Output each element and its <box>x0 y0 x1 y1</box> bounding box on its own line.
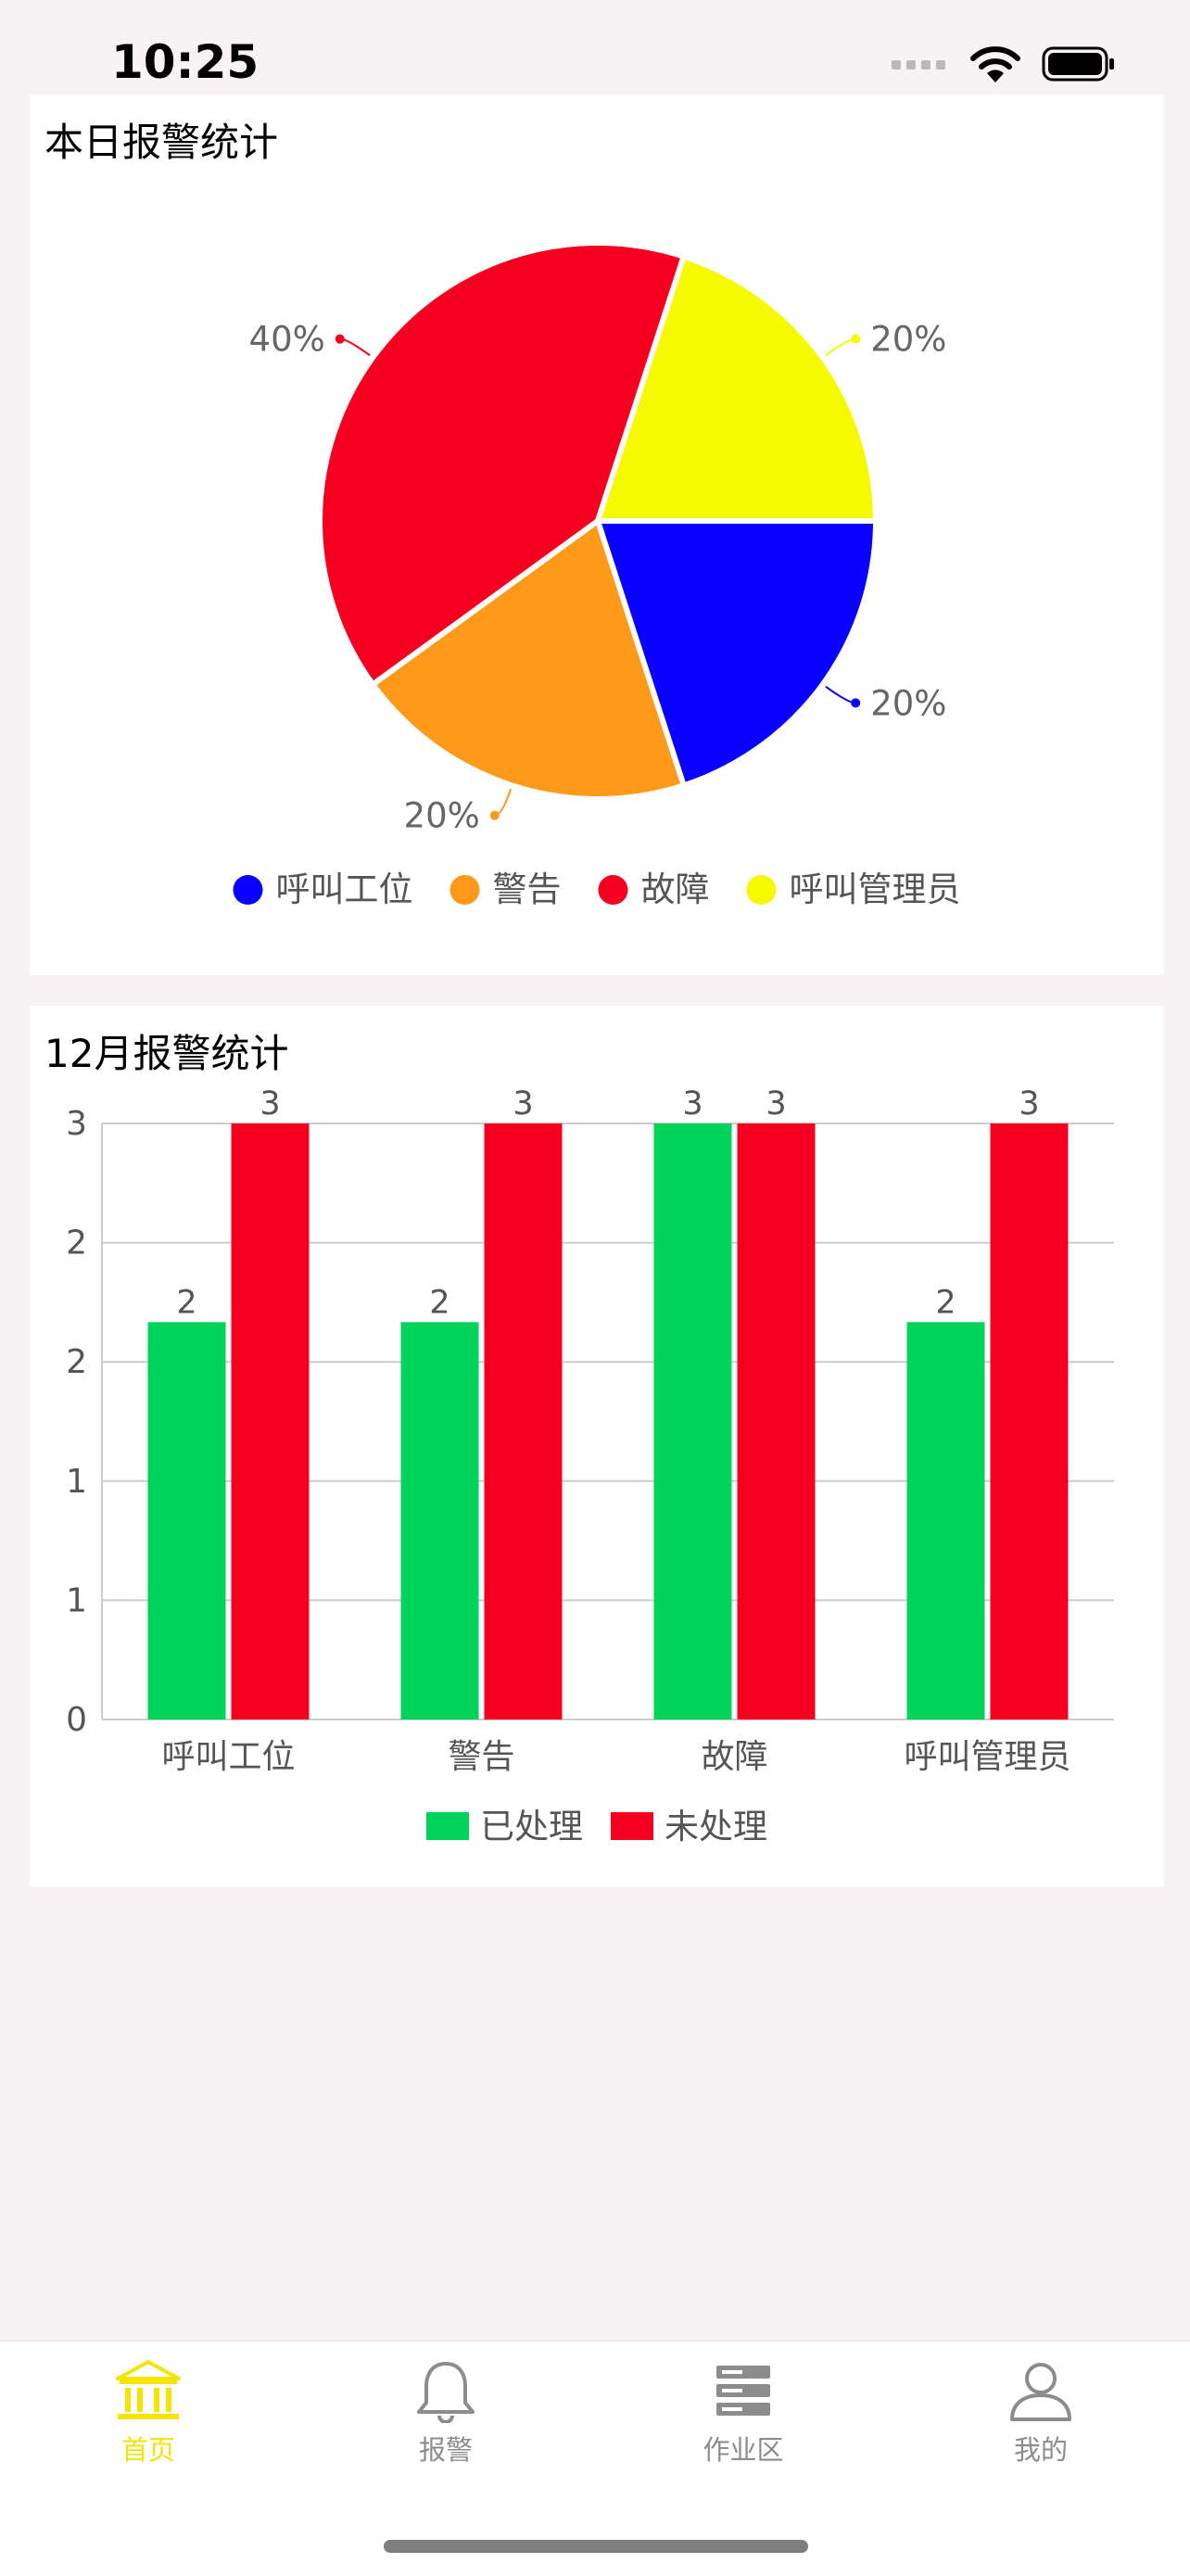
pie-value-label-3: 40% <box>249 320 325 360</box>
y-tick-label-3: 2 <box>66 1343 87 1381</box>
y-tick-label-1: 1 <box>66 1581 87 1619</box>
monthly-alarm-title: 12月报警统计 <box>44 1031 289 1076</box>
pie-legend-swatch-1 <box>233 875 263 905</box>
pie-leader-dot-4 <box>851 334 861 344</box>
y-tick-label-2: 1 <box>66 1463 87 1501</box>
x-tick-label-2: 警告 <box>448 1738 514 1776</box>
battery-icon <box>1042 46 1114 82</box>
pie-value-label-1: 20% <box>870 683 946 723</box>
monthly-alarm-card: 12月报警统计 0 1 1 2 2 3 呼叫工位 2 3 警告 2 3 故障 3 3 呼叫管理员 2 3 已处理 未处… <box>30 1006 1164 1886</box>
bar-value-label-series2-4: 3 <box>1019 1085 1039 1123</box>
bar-value-label-series1-3: 3 <box>682 1085 703 1123</box>
y-tick-label-0: 0 <box>66 1701 87 1739</box>
pie-legend-label-1: 呼叫工位 <box>276 869 413 909</box>
pie-leader-dot-2 <box>489 810 500 820</box>
x-tick-label-1: 呼叫工位 <box>161 1738 295 1776</box>
tab-alarm-label: 报警 <box>418 2434 473 2466</box>
tab-workzone[interactable]: 作业区 <box>651 2358 836 2468</box>
pie-slice-3 <box>317 240 687 688</box>
bell-icon <box>417 2362 475 2423</box>
pie-legend-swatch-2 <box>449 875 480 905</box>
bar-value-label-series1-1: 2 <box>176 1284 196 1321</box>
bar-legend-swatch-2 <box>611 1812 653 1840</box>
pie-value-label-2: 20% <box>404 796 480 836</box>
tab-home[interactable]: 首页 <box>56 2358 241 2468</box>
bar-series1-3 <box>653 1123 732 1719</box>
bar-series2-3 <box>737 1123 816 1719</box>
status-icons <box>892 44 1116 83</box>
daily-alarm-pie-chart: 20% 20% 40% 20% 呼叫工位 警告 故障 呼叫管理员 <box>233 240 961 909</box>
pie-value-label-4: 20% <box>870 320 946 360</box>
daily-alarm-card: 本日报警统计 20% 20% 40% 20% 呼叫工位 警告 故障 呼叫管理员 <box>30 95 1164 975</box>
bar-value-label-series2-3: 3 <box>766 1085 786 1123</box>
bar-series1-4 <box>906 1322 985 1719</box>
pie-leader-dot-1 <box>851 698 861 708</box>
pie-leader-line-3 <box>339 337 371 357</box>
user-icon <box>1010 2363 1071 2421</box>
pie-legend-label-2: 警告 <box>493 869 562 909</box>
wifi-icon <box>970 46 1020 82</box>
pie-leader-line-4 <box>825 337 856 357</box>
pie-leader-dot-3 <box>335 334 345 344</box>
pie-legend-label-3: 故障 <box>641 869 710 909</box>
tab-profile-label: 我的 <box>1013 2434 1068 2466</box>
x-tick-label-4: 呼叫管理员 <box>904 1738 1070 1776</box>
bar-value-label-series1-4: 2 <box>935 1284 956 1321</box>
bar-series1-2 <box>400 1322 479 1719</box>
home-indicator <box>384 2540 808 2553</box>
bar-legend-swatch-1 <box>426 1812 469 1840</box>
tab-profile[interactable]: 我的 <box>948 2358 1133 2468</box>
bar-value-label-series2-1: 3 <box>260 1085 280 1123</box>
y-tick-label-5: 3 <box>66 1105 87 1143</box>
pie-leader-line-1 <box>825 685 856 704</box>
tab-home-label: 首页 <box>120 2434 175 2466</box>
tab-bar: 首页 报警 作业区 我的 <box>0 2341 1190 2576</box>
pie-legend-swatch-3 <box>598 875 628 905</box>
pie-legend-swatch-4 <box>746 875 777 905</box>
tab-workzone-label: 作业区 <box>703 2434 784 2466</box>
status-time: 10:25 <box>111 35 260 89</box>
bank-icon <box>116 2360 181 2419</box>
bar-series1-1 <box>147 1322 226 1719</box>
pie-legend-label-4: 呼叫管理员 <box>790 869 961 909</box>
status-bar: 10:25 <box>0 0 1190 93</box>
pie-slice-4 <box>595 253 879 524</box>
bar-series2-2 <box>484 1123 563 1719</box>
bar-value-label-series1-2: 2 <box>429 1284 449 1321</box>
bar-legend-label-2: 未处理 <box>665 1807 767 1846</box>
bar-legend-label-1: 已处理 <box>480 1807 583 1846</box>
pie-slice-1 <box>595 518 879 789</box>
tab-alarm[interactable]: 报警 <box>353 2358 538 2468</box>
pie-slice-2 <box>370 518 687 802</box>
bar-series2-1 <box>231 1123 310 1719</box>
signal-icon <box>892 60 945 70</box>
monthly-alarm-bar-chart: 0 1 1 2 2 3 呼叫工位 2 3 警告 2 3 故障 3 3 呼叫管理员 2 3 已处理 未处理 <box>66 1085 1114 1846</box>
x-tick-label-3: 故障 <box>701 1738 767 1776</box>
pie-leader-line-2 <box>494 788 513 817</box>
bar-series2-4 <box>990 1123 1069 1719</box>
y-tick-label-4: 2 <box>66 1225 87 1263</box>
daily-alarm-title: 本日报警统计 <box>44 120 279 165</box>
bar-value-label-series2-2: 3 <box>513 1085 533 1123</box>
server-icon <box>716 2366 770 2416</box>
